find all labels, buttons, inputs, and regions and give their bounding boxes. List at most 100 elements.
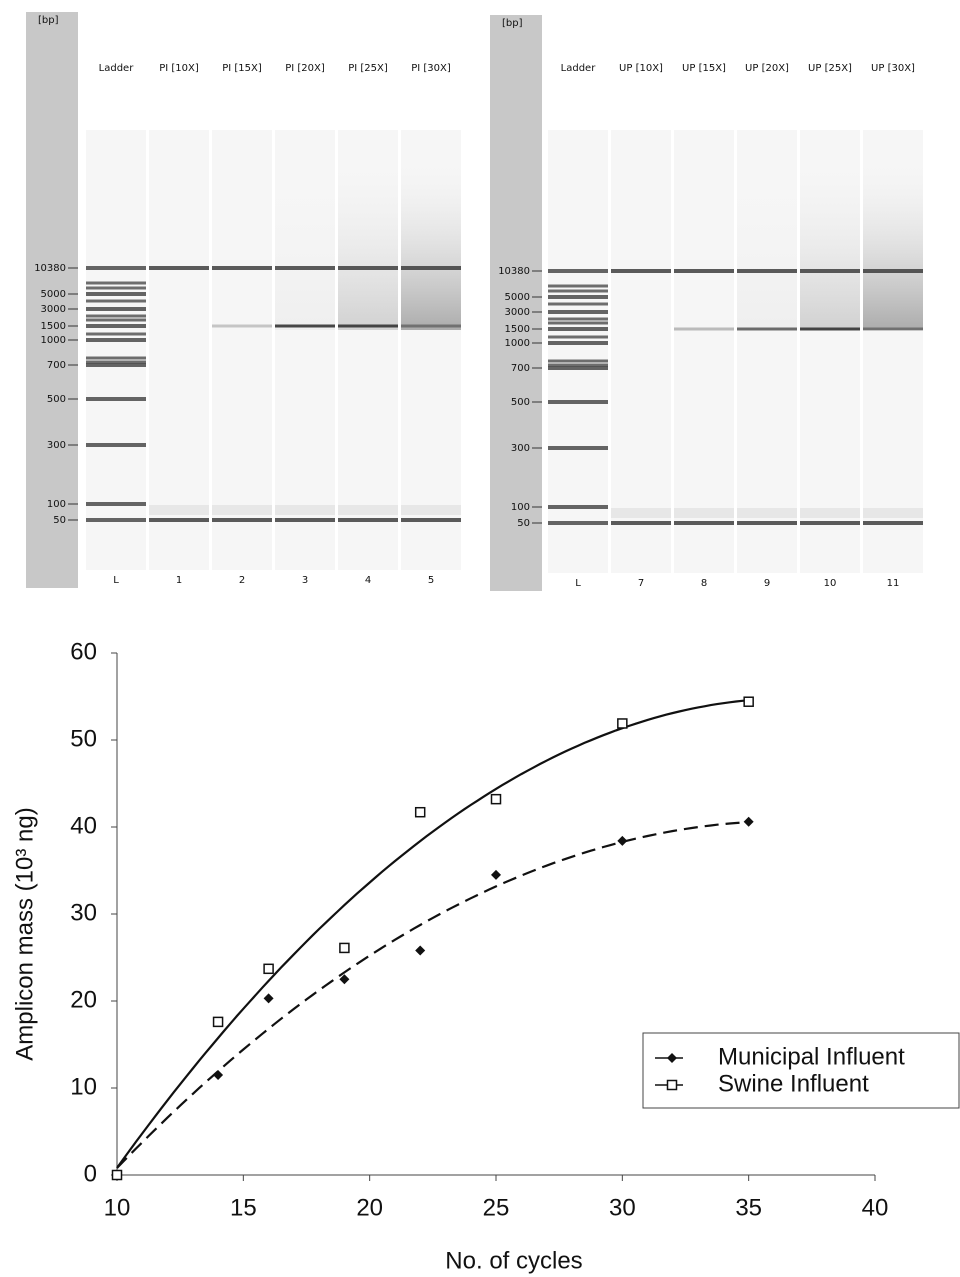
- size-label: 1500: [41, 321, 66, 332]
- lane-label: PI [15X]: [222, 63, 262, 74]
- x-tick-label: 30: [609, 1194, 636, 1221]
- band: [863, 269, 923, 273]
- smear: [338, 140, 398, 330]
- marker: [414, 806, 426, 818]
- lane-number: L: [575, 578, 581, 589]
- marker: [111, 1169, 123, 1181]
- size-label: 100: [511, 502, 530, 513]
- primer-haze: [800, 508, 860, 518]
- lane-label: Ladder: [561, 63, 597, 74]
- band: [548, 284, 608, 288]
- size-label: 50: [53, 515, 66, 526]
- size-label: 50: [517, 518, 530, 529]
- lane-bg: [149, 130, 209, 570]
- band: [149, 266, 209, 270]
- legend-marker: [667, 1053, 677, 1063]
- band: [86, 281, 146, 285]
- size-label: 1000: [41, 335, 66, 346]
- band: [275, 324, 335, 328]
- marker: [212, 1016, 224, 1028]
- band: [86, 360, 146, 364]
- size-label: 700: [47, 360, 66, 371]
- band: [212, 518, 272, 522]
- band: [86, 363, 146, 367]
- size-label: 1500: [505, 324, 530, 335]
- size-label: 1000: [505, 338, 530, 349]
- legend-label: Municipal Influent: [718, 1043, 905, 1070]
- band: [86, 518, 146, 522]
- band: [149, 518, 209, 522]
- marker: [339, 974, 350, 985]
- lane-number: 3: [302, 575, 308, 586]
- band: [548, 335, 608, 339]
- lane-number: 2: [239, 575, 245, 586]
- marker: [743, 816, 754, 827]
- band: [212, 324, 272, 328]
- lane-label: UP [10X]: [619, 63, 663, 74]
- lane-bg: [212, 130, 272, 570]
- band: [401, 266, 461, 270]
- y-axis-label: Amplicon mass (10³ ng): [11, 807, 38, 1060]
- smear: [401, 140, 461, 330]
- size-label: 5000: [41, 289, 66, 300]
- band: [674, 269, 734, 273]
- band: [611, 521, 671, 525]
- size-axis-bar: [26, 12, 78, 588]
- lane-label: UP [25X]: [808, 63, 852, 74]
- band: [548, 269, 608, 273]
- trend-line: [116, 821, 749, 1169]
- lane-label: PI [30X]: [411, 63, 451, 74]
- x-tick-label: 15: [230, 1194, 257, 1221]
- y-tick-label: 40: [70, 812, 97, 839]
- band: [86, 397, 146, 401]
- marker: [491, 869, 501, 880]
- band: [548, 359, 608, 363]
- band: [548, 295, 608, 299]
- marker: [617, 718, 628, 729]
- size-label: 3000: [505, 307, 530, 318]
- band: [401, 518, 461, 522]
- band: [338, 518, 398, 522]
- band: [86, 338, 146, 342]
- size-label: 3000: [41, 304, 66, 315]
- lane-bg: [548, 130, 608, 573]
- lane-label: PI [20X]: [285, 63, 325, 74]
- band: [863, 521, 923, 525]
- band: [800, 327, 860, 331]
- primer-haze: [275, 505, 335, 515]
- x-tick-label: 35: [735, 1194, 762, 1221]
- band: [548, 521, 608, 525]
- primer-haze: [674, 508, 734, 518]
- size-axis-bar: [490, 15, 542, 591]
- size-label: 300: [511, 443, 530, 454]
- band: [548, 317, 608, 321]
- x-axis-label: No. of cycles: [445, 1247, 582, 1274]
- lane-number: 10: [824, 578, 837, 589]
- lane-label: UP [15X]: [682, 63, 726, 74]
- primer-haze: [212, 505, 272, 515]
- band: [800, 521, 860, 525]
- band: [86, 502, 146, 506]
- legend-box: [642, 1032, 960, 1109]
- band: [548, 289, 608, 293]
- smear: [800, 140, 860, 330]
- band: [548, 302, 608, 306]
- lane-number: 11: [887, 578, 900, 589]
- y-tick-label: 30: [70, 899, 97, 926]
- legend-marker: [666, 1079, 678, 1091]
- lane-number: 8: [701, 578, 707, 589]
- x-tick-label: 10: [104, 1194, 131, 1221]
- band: [338, 324, 398, 328]
- band: [548, 341, 608, 345]
- size-label: 500: [47, 394, 66, 405]
- lane-number: 5: [428, 575, 434, 586]
- lane-label: PI [10X]: [159, 63, 199, 74]
- band: [86, 332, 146, 336]
- band: [548, 366, 608, 370]
- lane-bg: [86, 130, 146, 570]
- band: [86, 266, 146, 270]
- lane-number: 9: [764, 578, 770, 589]
- band: [86, 299, 146, 303]
- y-tick-label: 0: [84, 1160, 97, 1187]
- band: [737, 521, 797, 525]
